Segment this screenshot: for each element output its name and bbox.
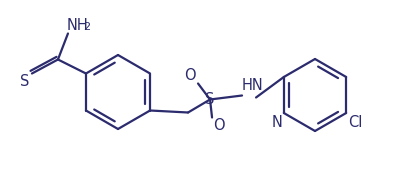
Text: S: S (20, 74, 29, 90)
Text: NH: NH (67, 17, 89, 33)
Text: S: S (205, 92, 215, 107)
Text: HN: HN (242, 78, 264, 93)
Text: N: N (272, 115, 283, 130)
Text: O: O (213, 118, 225, 134)
Text: 2: 2 (83, 23, 90, 33)
Text: O: O (184, 68, 196, 83)
Text: Cl: Cl (348, 115, 363, 130)
